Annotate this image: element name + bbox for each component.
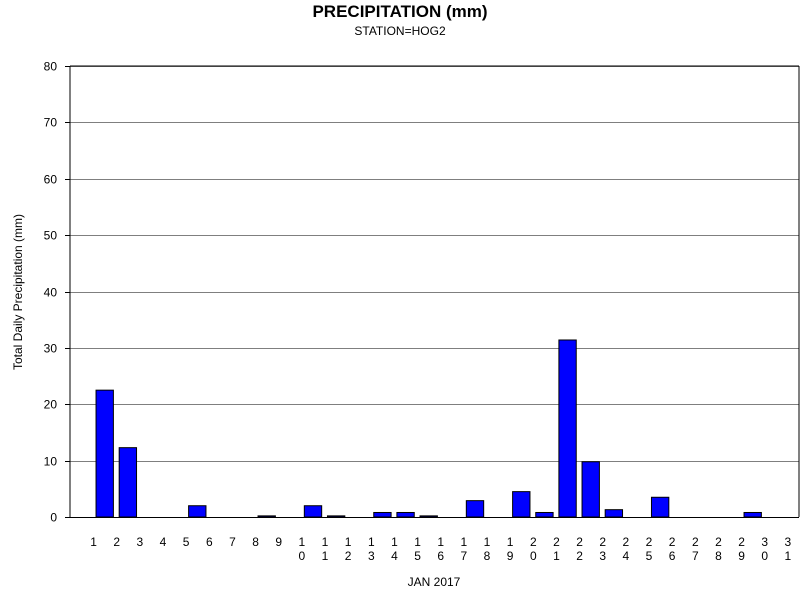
bar bbox=[558, 339, 577, 518]
y-tick-label: 60 bbox=[44, 173, 58, 187]
bar bbox=[465, 500, 485, 518]
bars bbox=[95, 339, 762, 518]
y-tick-label: 70 bbox=[44, 116, 58, 130]
y-tick-label: 50 bbox=[44, 229, 58, 243]
bar bbox=[396, 511, 415, 518]
gridlines bbox=[70, 66, 799, 462]
x-tick-label: 7 bbox=[229, 535, 236, 549]
y-axis-label: Total Daily Precipitation (mm) bbox=[11, 214, 25, 370]
x-tick-label: 3 bbox=[137, 535, 144, 549]
x-axis-label: JAN 2017 bbox=[408, 575, 461, 589]
chart-subtitle: STATION=HOG2 bbox=[354, 24, 446, 38]
bar bbox=[743, 511, 762, 518]
x-tick-label: 5 bbox=[183, 535, 190, 549]
y-tick-label: 30 bbox=[44, 342, 58, 356]
bar bbox=[419, 515, 438, 518]
y-tick-label: 20 bbox=[44, 398, 58, 412]
bar bbox=[118, 447, 138, 518]
y-tick-label: 40 bbox=[44, 286, 58, 300]
chart-title: PRECIPITATION (mm) bbox=[312, 2, 487, 21]
x-tick-label: 8 bbox=[252, 535, 259, 549]
x-tick-label: 6 bbox=[206, 535, 213, 549]
y-tick-label: 10 bbox=[44, 455, 58, 469]
bar bbox=[373, 511, 392, 518]
bar bbox=[512, 491, 531, 518]
bar bbox=[326, 515, 346, 518]
y-tick-label: 80 bbox=[44, 60, 58, 74]
bar bbox=[581, 461, 600, 518]
x-tick-label: 1 bbox=[90, 535, 97, 549]
x-tick-label: 9 bbox=[275, 535, 282, 549]
bar bbox=[650, 496, 670, 518]
bar bbox=[604, 509, 624, 518]
bar bbox=[303, 505, 323, 518]
axes bbox=[65, 65, 800, 518]
x-tick-labels: 1 2 3 4 5 6 7 8 9 1 01 11 21 31 41 51 61 71 81 92 02 12 22 32 42… bbox=[90, 535, 791, 563]
bar bbox=[257, 515, 276, 518]
bar bbox=[95, 389, 114, 518]
x-tick-label: 2 bbox=[113, 535, 120, 549]
bar bbox=[535, 511, 554, 518]
x-tick-label: 4 bbox=[160, 535, 167, 549]
bar bbox=[188, 505, 207, 518]
y-tick-label: 0 bbox=[50, 511, 57, 525]
y-tick-labels: 0 10 20 30 40 50 60 70 80 bbox=[44, 60, 58, 525]
